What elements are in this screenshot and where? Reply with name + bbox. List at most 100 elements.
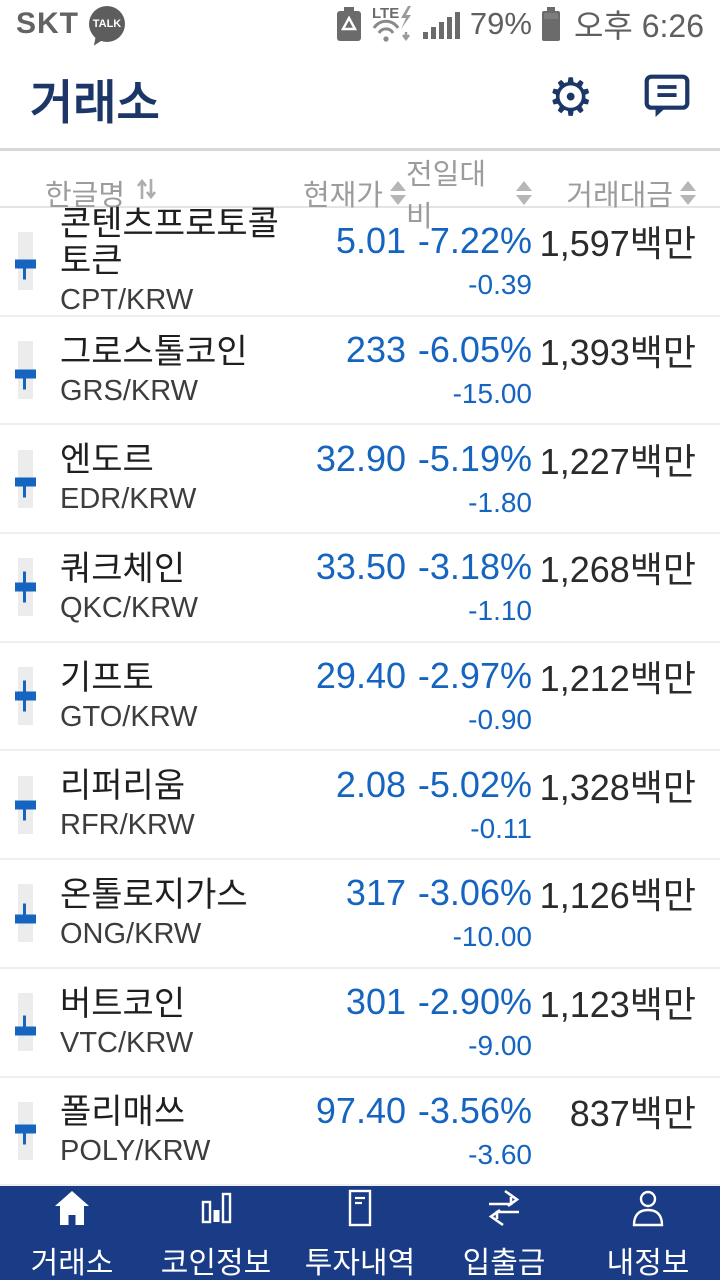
change-value: -9.00: [406, 1030, 532, 1062]
nav-label: 코인정보: [161, 1238, 271, 1282]
trade-volume: 1,123백만: [532, 976, 696, 1028]
trade-volume: 1,268백만: [532, 541, 696, 593]
price-range-icon: [16, 652, 60, 740]
battery-icon: [540, 6, 562, 42]
nav-label: 투자내역: [305, 1238, 415, 1282]
change-percent: -3.18%: [406, 546, 532, 588]
change-percent: -6.05%: [406, 329, 532, 371]
column-label: 거래대금: [566, 172, 673, 214]
price-range-icon: [16, 217, 60, 305]
page-title: 거래소: [30, 64, 160, 133]
coin-row[interactable]: 엔도르 EDR/KRW 32.90 -5.19% -1.80 1,227백만: [0, 425, 720, 534]
trade-volume: 1,227백만: [532, 433, 696, 485]
coin-name: 폴리매쓰: [60, 1094, 288, 1131]
trade-volume: 1,328백만: [532, 759, 696, 811]
coin-row[interactable]: 온톨로지가스 ONG/KRW 317 -3.06% -10.00 1,126백만: [0, 860, 720, 969]
nav-tab-investments[interactable]: 투자내역: [288, 1186, 432, 1280]
coin-pair: CPT/KRW: [60, 284, 288, 316]
current-price: 32.90: [288, 438, 406, 480]
document-icon: [338, 1188, 382, 1233]
trade-volume: 1,597백만: [532, 215, 696, 267]
current-price: 317: [288, 872, 406, 914]
coin-pair: POLY/KRW: [60, 1135, 288, 1167]
coin-pair: GRS/KRW: [60, 375, 288, 407]
nav-label: 거래소: [31, 1238, 114, 1282]
nav-tab-deposit-withdraw[interactable]: 입출금: [432, 1186, 576, 1280]
change-value: -0.39: [406, 269, 532, 301]
current-price: 301: [288, 981, 406, 1023]
lte-label: LTE: [372, 5, 399, 22]
home-icon: [50, 1188, 94, 1233]
coin-row[interactable]: 콘텐츠프로토콜토큰 CPT/KRW 5.01 -7.22% -0.39 1,59…: [0, 208, 720, 317]
transfer-arrows-icon: [481, 1188, 527, 1233]
sort-updown-icon: [680, 181, 696, 205]
change-value: -0.11: [406, 813, 532, 845]
battery-percent-label: 79%: [470, 6, 532, 42]
price-range-icon: [16, 978, 60, 1066]
coin-name: 그로스톨코인: [60, 334, 288, 371]
bar-chart-icon: [194, 1188, 238, 1233]
coin-pair: EDR/KRW: [60, 483, 288, 515]
change-percent: -2.97%: [406, 655, 532, 697]
change-value: -1.80: [406, 487, 532, 519]
change-value: -0.90: [406, 704, 532, 736]
trade-volume: 1,393백만: [532, 324, 696, 376]
table-column-header: 한글명 현재가 전일대비 거래대금: [0, 151, 720, 208]
nav-label: 입출금: [463, 1238, 546, 1282]
price-range-icon: [16, 435, 60, 523]
coin-row[interactable]: 폴리매쓰 POLY/KRW 97.40 -3.56% -3.60 837백만: [0, 1078, 720, 1187]
coin-name: 기프토: [60, 660, 288, 697]
trade-volume: 837백만: [532, 1085, 696, 1137]
nav-tab-coin-info[interactable]: 코인정보: [144, 1186, 288, 1280]
coin-name: 콘텐츠프로토콜토큰: [60, 206, 288, 280]
lte-wifi-icon: LTE: [370, 4, 414, 44]
coin-name: 엔도르: [60, 442, 288, 479]
bottom-navigation: 거래소 코인정보 투자내역 입출금: [0, 1186, 720, 1280]
coin-row[interactable]: 리퍼리움 RFR/KRW 2.08 -5.02% -0.11 1,328백만: [0, 751, 720, 860]
coin-name: 쿼크체인: [60, 551, 288, 588]
nav-tab-my-info[interactable]: 내정보: [576, 1186, 720, 1280]
current-price: 97.40: [288, 1090, 406, 1132]
column-label: 현재가: [303, 172, 383, 214]
coin-row[interactable]: 기프토 GTO/KRW 29.40 -2.97% -0.90 1,212백만: [0, 643, 720, 752]
nav-tab-exchange[interactable]: 거래소: [0, 1186, 144, 1280]
app-header: 거래소 ⚙: [0, 48, 720, 148]
trade-volume: 1,212백만: [532, 650, 696, 702]
change-percent: -7.22%: [406, 220, 532, 262]
change-percent: -5.19%: [406, 438, 532, 480]
change-percent: -3.56%: [406, 1090, 532, 1132]
settings-gear-icon[interactable]: ⚙: [547, 72, 594, 124]
coin-pair: RFR/KRW: [60, 809, 288, 841]
coin-name: 버트코인: [60, 986, 288, 1023]
change-value: -10.00: [406, 921, 532, 953]
coin-pair: ONG/KRW: [60, 918, 288, 950]
trade-volume: 1,126백만: [532, 867, 696, 919]
change-percent: -2.90%: [406, 981, 532, 1023]
column-price-header[interactable]: 현재가: [288, 172, 406, 214]
change-percent: -3.06%: [406, 872, 532, 914]
coin-list: 콘텐츠프로토콜토큰 CPT/KRW 5.01 -7.22% -0.39 1,59…: [0, 208, 720, 1186]
current-price: 233: [288, 329, 406, 371]
current-price: 33.50: [288, 546, 406, 588]
coin-pair: VTC/KRW: [60, 1027, 288, 1059]
price-range-icon: [16, 869, 60, 957]
coin-row[interactable]: 버트코인 VTC/KRW 301 -2.90% -9.00 1,123백만: [0, 969, 720, 1078]
coin-row[interactable]: 그로스톨코인 GRS/KRW 233 -6.05% -15.00 1,393백만: [0, 317, 720, 426]
battery-saver-icon: [336, 6, 362, 42]
sort-updown-icon: [390, 181, 406, 205]
kakaotalk-notification-icon: TALK: [89, 6, 125, 42]
price-range-icon: [16, 1087, 60, 1175]
change-percent: -5.02%: [406, 764, 532, 806]
column-volume-header[interactable]: 거래대금: [532, 172, 696, 214]
current-price: 5.01: [288, 220, 406, 262]
coin-pair: QKC/KRW: [60, 592, 288, 624]
coin-name: 온톨로지가스: [60, 877, 288, 914]
coin-name: 리퍼리움: [60, 768, 288, 805]
change-value: -3.60: [406, 1139, 532, 1171]
chat-icon[interactable]: [644, 74, 690, 123]
change-value: -15.00: [406, 378, 532, 410]
price-range-icon: [16, 761, 60, 849]
price-range-icon: [16, 326, 60, 414]
coin-row[interactable]: 쿼크체인 QKC/KRW 33.50 -3.18% -1.10 1,268백만: [0, 534, 720, 643]
person-icon: [626, 1188, 670, 1233]
